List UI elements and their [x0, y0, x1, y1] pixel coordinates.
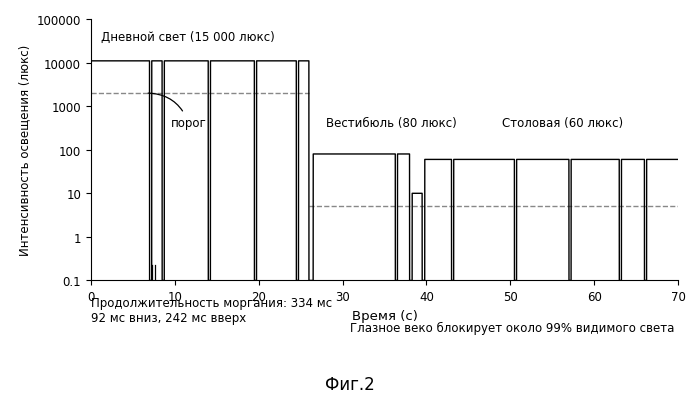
Y-axis label: Интенсивность освещения (люкс): Интенсивность освещения (люкс): [18, 45, 31, 256]
Text: Вестибюль (80 люкс): Вестибюль (80 люкс): [326, 117, 456, 130]
X-axis label: Время (с): Время (с): [352, 309, 417, 322]
Text: Продолжительность моргания: 334 мс
92 мс вниз, 242 мс вверх: Продолжительность моргания: 334 мс 92 мс…: [91, 297, 332, 325]
Text: Дневной свет (15 000 люкс): Дневной свет (15 000 люкс): [101, 31, 275, 44]
Text: Глазное веко блокирует около 99% видимого света: Глазное веко блокирует около 99% видимог…: [350, 321, 674, 334]
Text: Столовая (60 люкс): Столовая (60 люкс): [502, 117, 623, 130]
Text: порог: порог: [148, 94, 206, 130]
Text: Фиг.2: Фиг.2: [324, 375, 375, 393]
